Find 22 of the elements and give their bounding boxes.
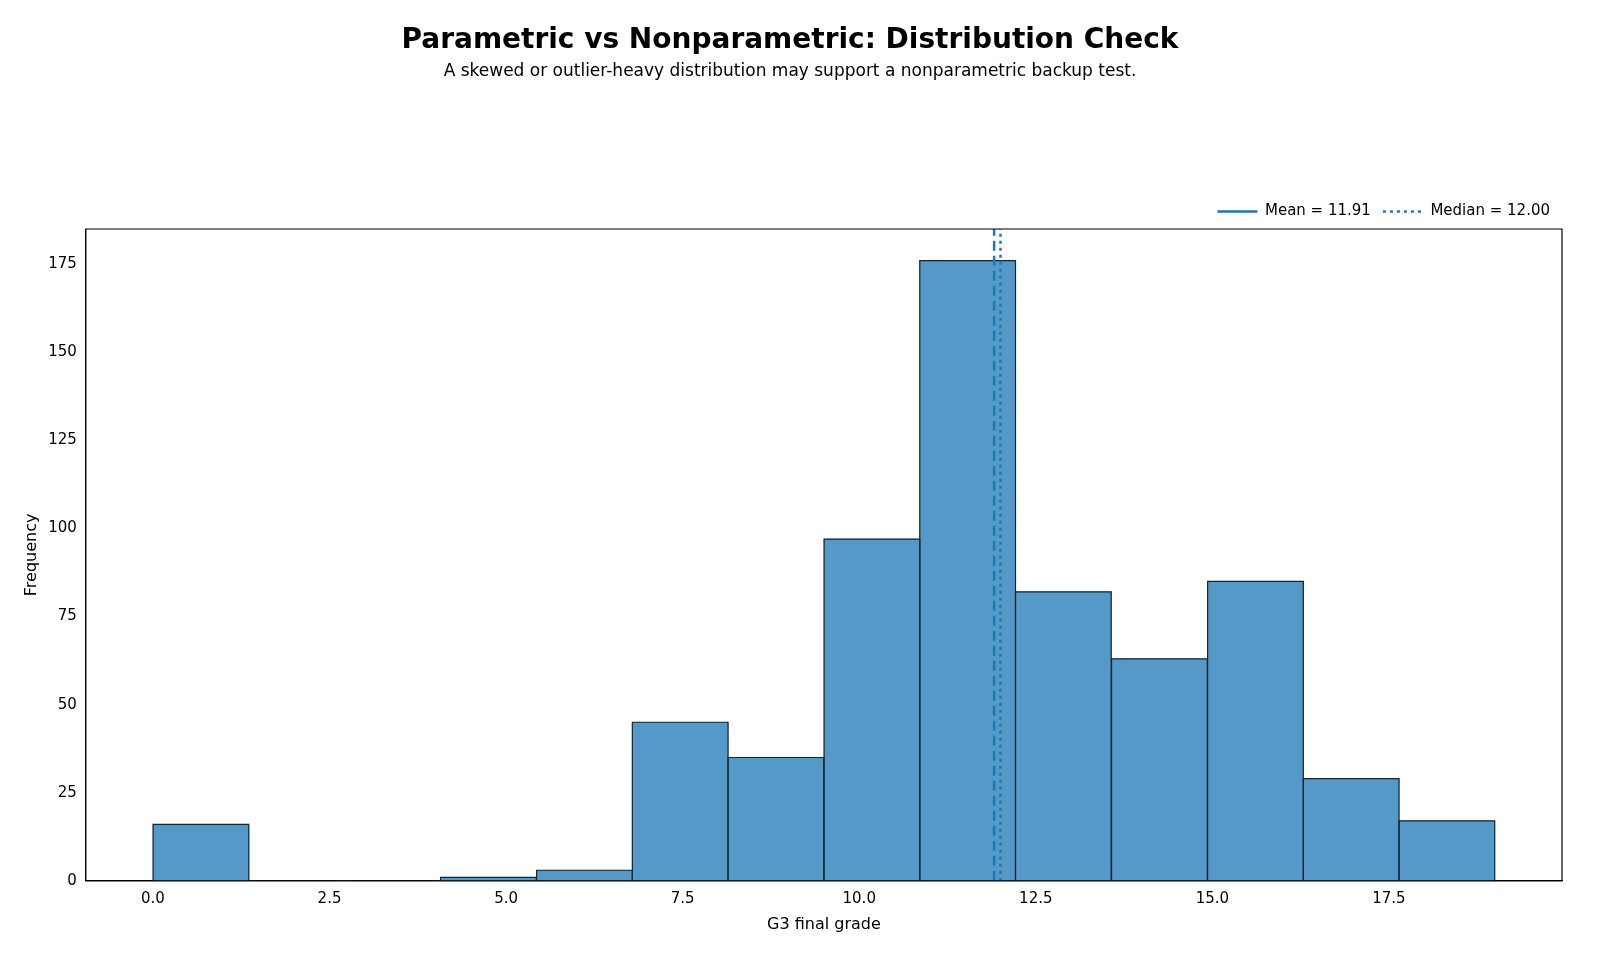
x-tick-label: 2.5 (317, 888, 342, 907)
y-tick-label: 175 (48, 254, 77, 273)
chart-subtitle: A skewed or outlier-heavy distribution may support a nonparametric backup test. (443, 60, 1137, 81)
x-tick-label: 15.0 (1195, 888, 1230, 907)
x-axis-title: G3 final grade (767, 913, 881, 933)
y-axis-title: Frequency (20, 513, 40, 597)
x-tick-label: 12.5 (1019, 888, 1053, 907)
chart-title: Parametric vs Nonparametric: Distribution Check (401, 22, 1180, 56)
x-tick-label: 17.5 (1372, 888, 1406, 907)
y-tick-label: 50 (57, 694, 77, 713)
y-tick-label: 125 (48, 430, 77, 449)
y-tick-label: 25 (57, 782, 77, 801)
x-tick-label: 5.0 (494, 888, 519, 907)
y-tick-label: 75 (57, 606, 77, 625)
x-tick-label: 7.5 (670, 888, 695, 907)
x-tick-label: 10.0 (842, 888, 876, 907)
y-tick-label: 150 (48, 342, 77, 361)
legend-label: Median = 12.00 (1430, 201, 1550, 220)
y-tick-label: 100 (48, 518, 77, 537)
x-tick-label: 0.0 (141, 888, 165, 907)
legend-label: Mean = 11.91 (1264, 201, 1371, 220)
y-tick-label: 0 (67, 870, 77, 889)
